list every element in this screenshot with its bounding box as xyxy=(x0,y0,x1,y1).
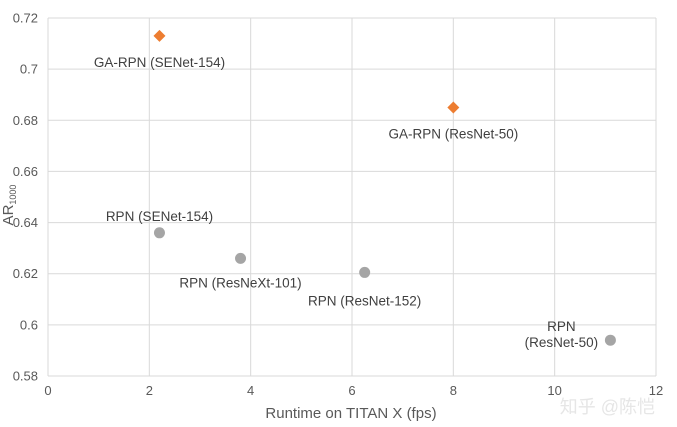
y-axis-title-sub: 1000 xyxy=(8,185,18,205)
x-tick-label: 4 xyxy=(247,383,254,398)
point-label: RPN (SENet-154) xyxy=(106,209,213,224)
x-tick-label: 6 xyxy=(348,383,355,398)
y-tick-label: 0.58 xyxy=(13,369,38,384)
y-tick-label: 0.66 xyxy=(13,164,38,179)
y-axis-title-main: AR xyxy=(0,204,17,225)
y-tick-label: 0.72 xyxy=(13,11,38,26)
y-tick-label: 0.7 xyxy=(20,62,38,77)
point-label: GA-RPN (ResNet-50) xyxy=(388,127,518,142)
data-points xyxy=(153,29,616,346)
x-tick-label: 10 xyxy=(547,383,561,398)
point-label: GA-RPN (SENet-154) xyxy=(94,55,225,70)
axis-ticks: 0 2 4 6 8 10 12 0.58 0.6 0.62 0.64 0.66 0.68 0.7 0.72 xyxy=(13,11,664,399)
y-tick-label: 0.64 xyxy=(13,215,38,230)
x-tick-label: 0 xyxy=(44,383,51,398)
point-label: RPN (ResNet-152) xyxy=(308,293,421,308)
point-label: RPN xyxy=(547,319,576,334)
point-label: (ResNet-50) xyxy=(525,335,599,350)
data-point-circle xyxy=(604,334,616,346)
y-tick-label: 0.62 xyxy=(13,266,38,281)
svg-text:AR1000: AR1000 xyxy=(0,185,18,226)
y-axis-title: AR1000 xyxy=(0,185,18,226)
point-label: RPN (ResNeXt-101) xyxy=(179,275,301,290)
watermark: 知乎 @陈恺 xyxy=(560,397,655,417)
x-tick-label: 12 xyxy=(649,383,663,398)
gridlines xyxy=(47,17,657,377)
data-point-diamond xyxy=(153,29,166,42)
data-point-circle xyxy=(235,252,247,264)
x-tick-label: 8 xyxy=(450,383,457,398)
data-point-circle xyxy=(153,227,165,239)
point-labels: GA-RPN (SENet-154) GA-RPN (ResNet-50) RPN … xyxy=(94,55,598,350)
y-tick-label: 0.68 xyxy=(13,113,38,128)
x-axis-title: Runtime on TITAN X (fps) xyxy=(265,405,436,422)
x-tick-label: 2 xyxy=(146,383,153,398)
data-point-diamond xyxy=(447,101,460,114)
y-tick-label: 0.6 xyxy=(20,317,38,332)
data-point-circle xyxy=(359,266,371,278)
